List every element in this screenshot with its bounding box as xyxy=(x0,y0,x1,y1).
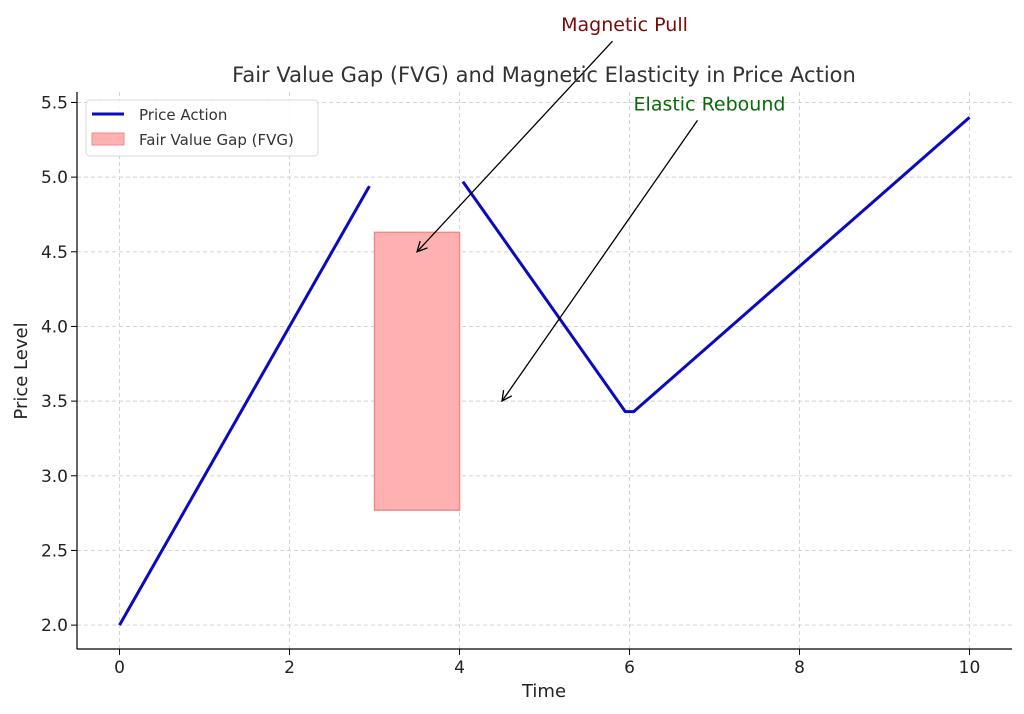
x-tick-label: 8 xyxy=(794,658,805,678)
x-tick-label: 2 xyxy=(284,658,295,678)
regions xyxy=(373,231,461,511)
y-tick-label: 5.5 xyxy=(41,93,68,113)
legend-label-price-action: Price Action xyxy=(139,106,227,124)
price-action-line xyxy=(118,185,371,626)
y-tick-label: 5.0 xyxy=(41,168,68,188)
x-axis-label: Time xyxy=(521,681,566,702)
grid xyxy=(77,92,1012,649)
price-action-line xyxy=(461,116,971,414)
legend-patch-swatch xyxy=(91,132,125,146)
series xyxy=(118,116,971,626)
annotation-label: Elastic Rebound xyxy=(634,93,786,115)
y-axis-label: Price Level xyxy=(11,322,32,419)
x-tick-label: 4 xyxy=(454,658,465,678)
legend-label-fvg: Fair Value Gap (FVG) xyxy=(139,131,294,149)
y-tick-label: 4.5 xyxy=(41,243,68,263)
legend-box xyxy=(85,99,319,157)
annotations: Magnetic Pull Elastic Rebound xyxy=(417,14,785,401)
annotation-arrow xyxy=(502,120,699,401)
annotation-label: Magnetic Pull xyxy=(561,14,688,36)
y-tick-label: 2.5 xyxy=(41,541,68,561)
x-tick-label: 10 xyxy=(959,658,981,678)
chart-title: Fair Value Gap (FVG) and Magnetic Elasti… xyxy=(232,63,856,87)
y-tick-label: 2.0 xyxy=(41,616,68,636)
fvg-region xyxy=(373,231,461,511)
y-tick-label: 4.0 xyxy=(41,317,68,337)
legend: Price Action Fair Value Gap (FVG) xyxy=(85,99,319,157)
x-tick-label: 6 xyxy=(624,658,635,678)
x-tick-label: 0 xyxy=(114,658,125,678)
axes: 0 2 4 6 8 10 2.0 2.5 3.0 3.5 4.0 4.5 5.0 5.5 xyxy=(41,92,1012,678)
y-tick-label: 3.5 xyxy=(41,392,68,412)
y-tick-label: 3.0 xyxy=(41,467,68,487)
annotation-arrow xyxy=(417,40,613,252)
